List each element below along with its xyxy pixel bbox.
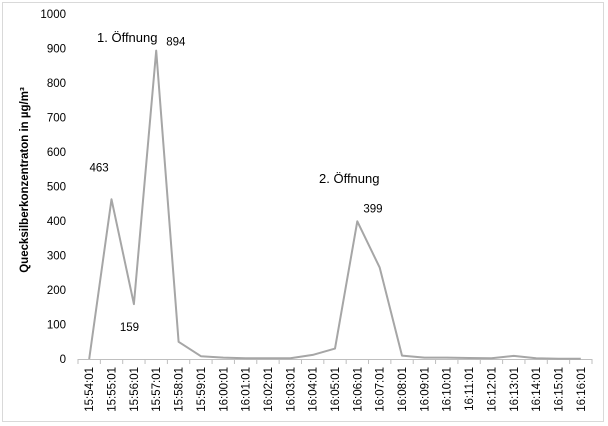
data-point (222, 357, 224, 359)
x-tick-label: 15:59:01 (196, 367, 208, 412)
x-tick-label: 16:14:01 (531, 367, 543, 412)
data-point (557, 358, 559, 360)
x-tick-label: 15:55:01 (107, 367, 119, 412)
data-point (379, 267, 381, 269)
data-labels: 463 159 894 399 (90, 37, 383, 335)
data-points (88, 50, 582, 360)
x-tick-label: 16:09:01 (419, 367, 431, 412)
data-point (289, 357, 291, 359)
data-label: 894 (166, 37, 186, 49)
chart-area (2, 2, 604, 422)
y-tick-label: 900 (47, 44, 66, 56)
y-tick-label: 0 (60, 354, 66, 366)
x-tick-label: 16:13:01 (509, 367, 521, 412)
x-axis-tick-labels: 15:54:01 15:55:01 15:56:01 15:57:01 15:58:01… (84, 367, 588, 412)
x-tick-label: 15:56:01 (129, 367, 141, 412)
y-tick-label: 1000 (40, 9, 66, 21)
x-tick-label: 16:16:01 (576, 367, 588, 412)
data-point (423, 357, 425, 359)
data-point (490, 357, 492, 359)
data-point (88, 358, 90, 360)
data-label: 399 (363, 203, 382, 215)
data-point (133, 303, 135, 305)
y-tick-label: 500 (47, 182, 66, 194)
x-tick-label: 15:54:01 (84, 367, 96, 412)
y-tick-label: 100 (47, 320, 66, 332)
data-point (111, 198, 113, 200)
x-tick-label: 16:02:01 (263, 367, 275, 412)
x-tick-label: 16:00:01 (218, 367, 230, 412)
x-tick-label: 15:57:01 (151, 367, 163, 412)
x-tick-label: 16:15:01 (553, 367, 565, 412)
y-axis-label: Quecksilberkonzentraton in µg/m³ (19, 87, 31, 273)
annotation-first-opening: 1. Öffnung (97, 30, 157, 45)
data-point (334, 348, 336, 350)
data-point (245, 357, 247, 359)
data-point (468, 357, 470, 359)
y-tick-label: 800 (47, 78, 66, 90)
x-tick-label: 16:03:01 (285, 367, 297, 412)
x-tick-label: 16:12:01 (486, 367, 498, 412)
data-point (446, 357, 448, 359)
x-axis-tick-marks (77, 359, 593, 364)
data-point (178, 341, 180, 343)
y-tick-label: 700 (47, 113, 66, 125)
x-tick-label: 16:07:01 (375, 367, 387, 412)
x-tick-label: 16:04:01 (308, 367, 320, 412)
data-point (535, 357, 537, 359)
x-tick-label: 16:08:01 (397, 367, 409, 412)
data-point (200, 355, 202, 357)
y-tick-label: 300 (47, 251, 66, 263)
y-tick-label: 400 (47, 216, 66, 228)
x-tick-label: 16:06:01 (352, 367, 364, 412)
x-tick-label: 16:11:01 (464, 367, 476, 411)
data-point (356, 220, 358, 222)
data-point (401, 355, 403, 357)
annotation-second-opening: 2. Öffnung (319, 171, 379, 186)
x-tick-label: 16:01:01 (241, 367, 253, 412)
data-point (312, 354, 314, 356)
y-tick-label: 200 (47, 285, 66, 297)
x-tick-label: 16:05:01 (330, 367, 342, 412)
data-label: 159 (120, 322, 139, 334)
y-axis-ticks: 0 100 200 300 400 500 600 700 800 900 1000 (40, 9, 66, 366)
data-point (155, 50, 157, 52)
y-tick-label: 600 (47, 147, 66, 159)
x-tick-label: 15:58:01 (174, 367, 186, 412)
data-point (580, 358, 582, 360)
series-line (88, 49, 581, 360)
data-point (267, 357, 269, 359)
x-tick-label: 16:10:01 (442, 367, 454, 412)
data-point (513, 355, 515, 357)
data-label: 463 (90, 162, 109, 174)
